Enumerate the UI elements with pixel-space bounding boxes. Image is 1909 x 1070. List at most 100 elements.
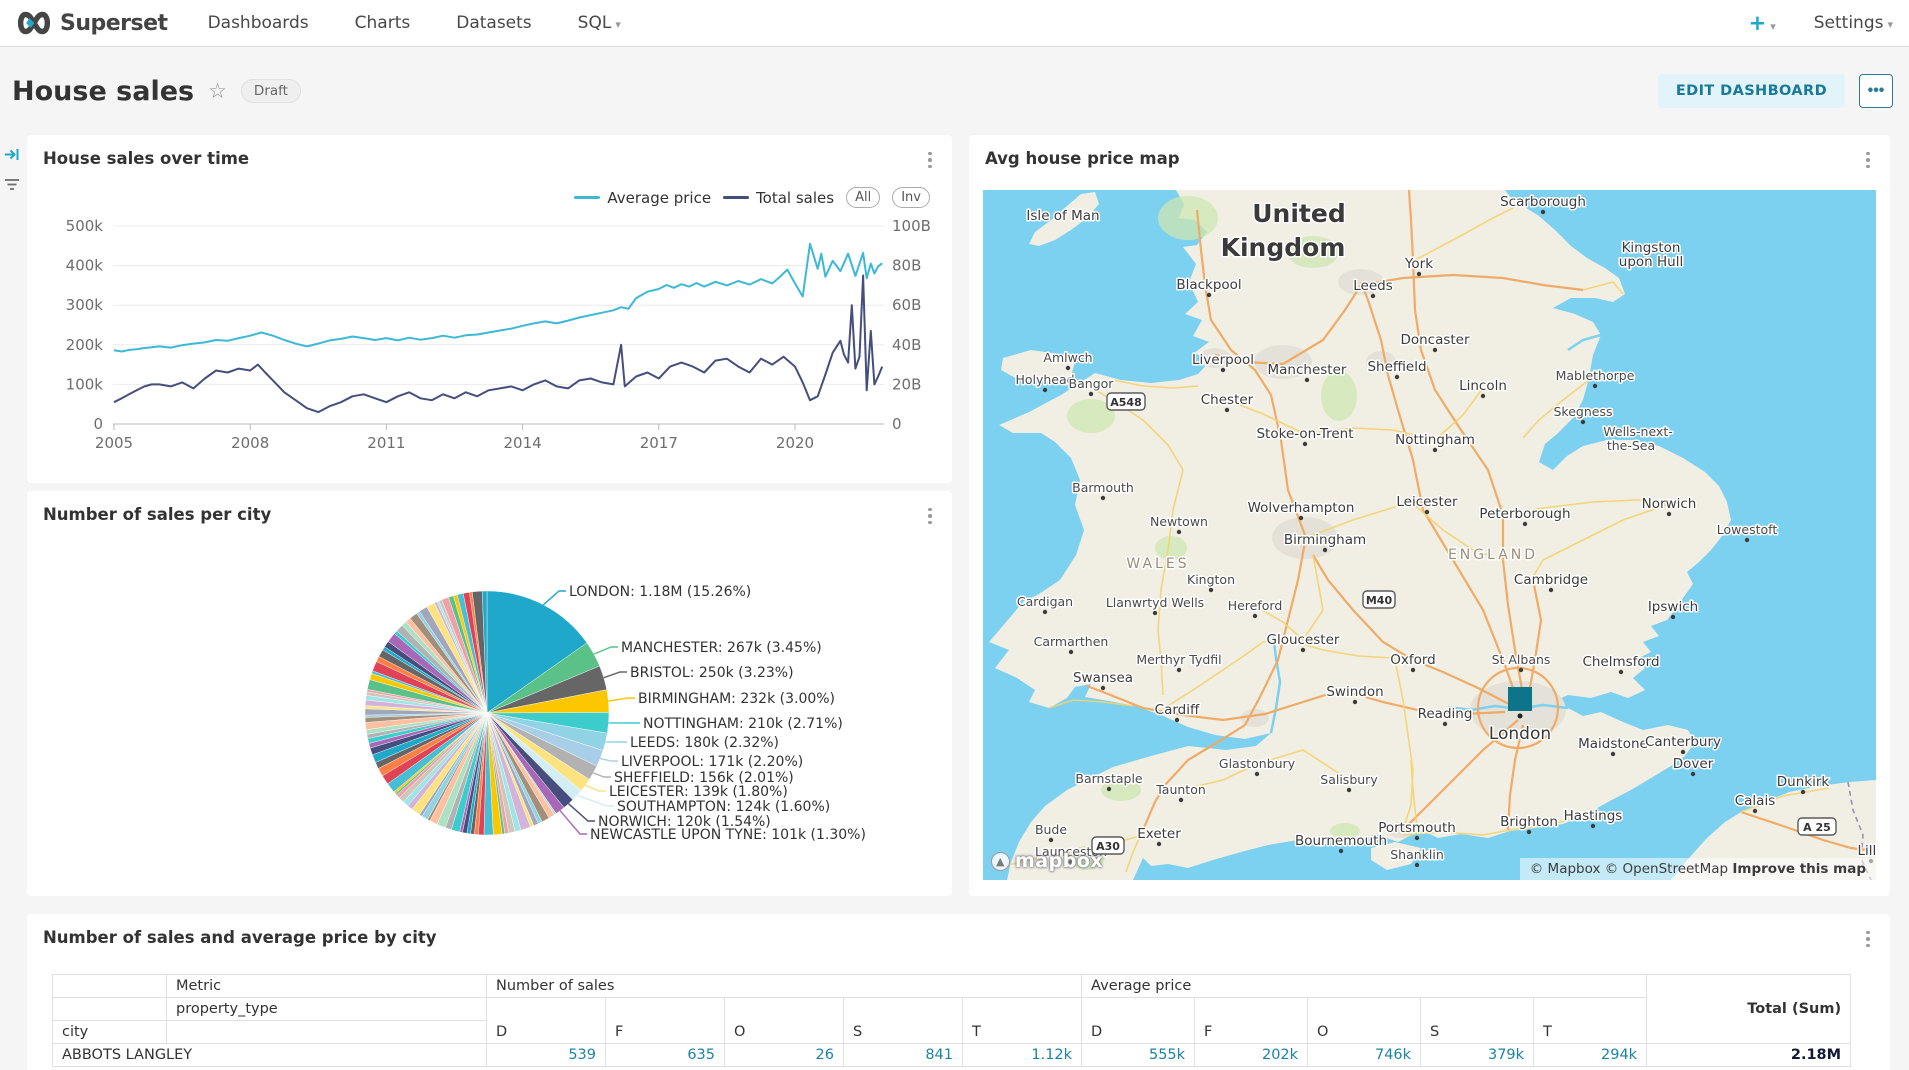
map-place-dot — [1152, 610, 1158, 616]
map-label: the-Sea — [1607, 438, 1655, 453]
nav-item-sql[interactable]: SQL ▾ — [577, 13, 621, 33]
map-label: Newtown — [1150, 514, 1208, 529]
sales-and-price-by-city-panel: Number of sales and average price by cit… — [27, 914, 1890, 1070]
value-cell: 841 — [843, 1043, 963, 1067]
chart-menu-kebab-icon[interactable] — [920, 149, 940, 171]
map-label: Wolverhampton — [1248, 500, 1355, 516]
series-line-average-price[interactable] — [113, 242, 883, 353]
chart-menu-kebab-icon[interactable] — [1858, 149, 1878, 171]
map-label: Glastonbury — [1219, 756, 1296, 771]
svg-text:500k: 500k — [66, 217, 104, 235]
map-label: Salisbury — [1320, 772, 1378, 787]
map-place-dot — [1432, 447, 1438, 453]
map-place-dot — [1088, 391, 1094, 397]
map-data-marker[interactable] — [1508, 687, 1532, 711]
map-label: Maidstone — [1578, 736, 1648, 752]
map-place-dot — [1410, 667, 1416, 673]
map-label: Scarborough — [1500, 194, 1586, 210]
property-type-col-D: D — [1081, 997, 1196, 1044]
filter-icon-button[interactable] — [2, 176, 22, 196]
property-type-header: property_type — [166, 997, 487, 1021]
chevron-down-icon: ▾ — [1887, 18, 1893, 31]
pie-label-leader — [593, 646, 618, 655]
map-place-dot — [1526, 829, 1532, 835]
osm-attribution-link[interactable]: © OpenStreetMap — [1604, 861, 1729, 877]
pie-slice-label: LONDON: 1.18M (15.26%) — [569, 584, 751, 600]
edit-dashboard-button[interactable]: EDIT DASHBOARD — [1657, 74, 1845, 108]
map-place-dot — [1680, 749, 1686, 755]
map-label: Brighton — [1500, 814, 1558, 830]
map-label: Launceston — [1035, 844, 1107, 859]
map-place-dot — [1224, 407, 1230, 413]
mapbox-logo-icon: ▲ — [991, 851, 1010, 871]
map-label: Stoke-on-Trent — [1256, 426, 1353, 442]
map-place-dot — [1208, 587, 1214, 593]
value-cell: 202k — [1194, 1043, 1309, 1067]
city-header: city — [52, 1020, 167, 1044]
nav-item-dashboards[interactable]: Dashboards — [207, 13, 309, 33]
map-label: Canterbury — [1645, 734, 1721, 750]
new-item-button[interactable]: + ▾ — [1748, 11, 1776, 35]
mapbox-map[interactable]: United Kingdom Isle of Man WALES ENGLAND Lond… — [983, 190, 1876, 880]
legend-total-sales[interactable]: Total sales — [723, 189, 834, 207]
pie-label-leader — [585, 784, 606, 792]
expand-arrow-icon — [4, 149, 18, 160]
pie-slice-label: LEEDS: 180k (2.32%) — [630, 735, 779, 751]
status-badge: Draft — [240, 79, 301, 103]
legend-all-button[interactable]: All — [846, 187, 881, 208]
total-sum-header: Total (Sum) — [1646, 974, 1852, 1044]
road-shield — [1362, 590, 1396, 609]
pie-slice-london[interactable] — [486, 590, 588, 714]
svg-text:80B: 80B — [892, 257, 921, 275]
map-place-dot — [1338, 848, 1344, 854]
value-cell: 635 — [605, 1043, 725, 1067]
svg-text:20B: 20B — [892, 375, 921, 393]
settings-menu[interactable]: Settings ▾ — [1813, 13, 1893, 33]
map-label: Kingston — [1622, 240, 1681, 256]
mapbox-logo[interactable]: ▲ mapbox — [991, 850, 1103, 872]
map-label: Oxford — [1390, 652, 1436, 668]
svg-text:60B: 60B — [892, 296, 921, 314]
value-cell: 746k — [1307, 1043, 1422, 1067]
map-place-dot — [1540, 209, 1546, 215]
pie-slice-other[interactable] — [481, 590, 488, 714]
property-type-col-T: T — [1533, 997, 1648, 1044]
chart-menu-kebab-icon[interactable] — [920, 505, 940, 527]
svg-text:100k: 100k — [66, 375, 104, 393]
map-place-dot — [1618, 669, 1624, 675]
road-shield-label: M40 — [1366, 594, 1393, 607]
chart-menu-kebab-icon[interactable] — [1858, 928, 1878, 950]
legend-label: Average price — [607, 188, 712, 207]
map-label: ENGLAND — [1448, 547, 1538, 563]
nav-item-charts[interactable]: Charts — [354, 13, 411, 33]
map-label: Merthyr Tydfil — [1136, 652, 1221, 667]
map-place-dot — [1254, 771, 1260, 777]
legend-inv-button[interactable]: Inv — [892, 187, 930, 208]
favorite-star-icon[interactable]: ☆ — [208, 79, 227, 103]
legend-average-price[interactable]: Average price — [574, 189, 711, 207]
dashboard-more-button[interactable]: ••• — [1859, 74, 1893, 108]
nav-item-datasets[interactable]: Datasets — [456, 13, 532, 33]
map-label: Bangor — [1069, 376, 1115, 391]
map-place-dot — [1156, 841, 1162, 847]
expand-filter-bar-button[interactable] — [2, 146, 22, 166]
map-place-dot — [1416, 271, 1422, 277]
pie-label-leader — [542, 590, 566, 606]
mapbox-attribution-link[interactable]: © Mapbox — [1529, 861, 1601, 877]
map-label: Cardigan — [1017, 594, 1073, 609]
map-label: Wells-next- — [1603, 424, 1673, 439]
value-cell: 555k — [1081, 1043, 1196, 1067]
map-label: Cardiff — [1155, 702, 1200, 718]
improve-map-link[interactable]: Improve this map — [1732, 861, 1866, 877]
house-sales-over-time-panel: House sales over time Average price Tota… — [27, 135, 952, 483]
map-label: Peterborough — [1479, 506, 1570, 522]
time-series-chart[interactable]: 0 0 100k 20B 200k 40B 300k 60B 400k 80B 500k 100B 20… — [27, 135, 952, 483]
series-line-total-sales[interactable] — [113, 274, 884, 414]
pie-chart[interactable]: LONDON: 1.18M (15.26%) MANCHESTER: 267k (… — [27, 491, 952, 896]
map-place-dot — [1252, 613, 1258, 619]
map-place-dot — [1800, 789, 1806, 795]
map-place-dot — [1522, 521, 1528, 527]
number-of-sales-per-city-panel: Number of sales per city LONDON: 1.18M (… — [27, 491, 952, 896]
road-shield — [1091, 836, 1125, 855]
superset-logo[interactable]: Superset — [16, 11, 168, 36]
